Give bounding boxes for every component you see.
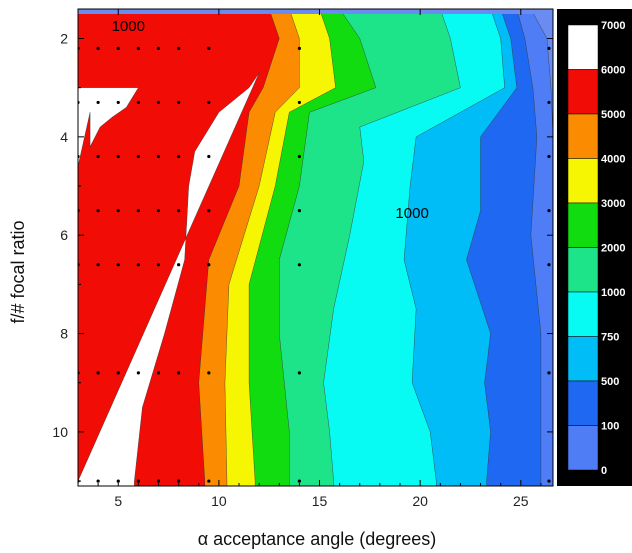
legend-label: 6000 bbox=[601, 65, 625, 77]
legend-swatch bbox=[567, 24, 599, 70]
sample-point bbox=[177, 46, 181, 50]
legend-label: 1000 bbox=[601, 287, 625, 299]
sample-point bbox=[547, 209, 551, 213]
sample-point bbox=[156, 209, 161, 213]
sample-point bbox=[207, 371, 211, 375]
sample-point bbox=[207, 46, 211, 50]
plot-frame bbox=[77, 8, 554, 487]
legend-swatch bbox=[567, 202, 599, 248]
sample-point bbox=[116, 371, 120, 375]
sample-point bbox=[96, 209, 100, 213]
legend-label: 3000 bbox=[601, 198, 625, 210]
sample-point bbox=[177, 209, 181, 213]
sample-point bbox=[136, 479, 140, 483]
x-axis: 5 10 15 20 25 bbox=[77, 9, 542, 509]
legend-swatch bbox=[567, 158, 599, 204]
sample-point bbox=[96, 46, 100, 50]
y-axis-title: f/# focal ratio bbox=[8, 220, 28, 323]
sample-point bbox=[207, 100, 211, 105]
sample-point bbox=[297, 154, 301, 159]
contour-band-top-strip bbox=[78, 9, 553, 14]
y-tick-label: 8 bbox=[60, 326, 68, 342]
legend-swatch bbox=[567, 336, 599, 382]
sample-point bbox=[207, 479, 211, 483]
sample-point bbox=[297, 100, 301, 105]
legend-swatch bbox=[567, 247, 599, 293]
sample-point bbox=[547, 46, 551, 50]
x-tick-label: 10 bbox=[211, 493, 227, 509]
sample-point bbox=[297, 263, 301, 267]
sample-point bbox=[156, 100, 161, 105]
sample-point bbox=[177, 479, 181, 483]
y-tick-label: 2 bbox=[60, 31, 68, 47]
x-tick-label: 25 bbox=[513, 493, 529, 509]
sample-point bbox=[136, 209, 140, 213]
sample-point bbox=[136, 46, 140, 50]
sample-point bbox=[136, 100, 140, 105]
sample-point bbox=[177, 154, 181, 159]
x-tick-label: 5 bbox=[114, 493, 122, 509]
plot-area bbox=[78, 9, 553, 486]
sample-point bbox=[96, 100, 100, 105]
sample-point bbox=[116, 100, 120, 105]
contour-label: 1000 bbox=[395, 205, 428, 222]
sample-point bbox=[547, 263, 551, 267]
y-tick-label: 6 bbox=[60, 227, 68, 243]
sample-point bbox=[156, 371, 161, 375]
x-axis-title: α acceptance angle (degrees) bbox=[198, 529, 437, 549]
sample-point bbox=[156, 46, 161, 50]
sample-point bbox=[156, 263, 161, 267]
x-tick-label: 20 bbox=[412, 493, 428, 509]
sample-point bbox=[116, 209, 120, 213]
legend-label: 4000 bbox=[601, 154, 625, 166]
legend-label: 2000 bbox=[601, 243, 625, 255]
sample-point bbox=[136, 154, 140, 159]
legend-swatch bbox=[567, 113, 599, 159]
sample-point bbox=[96, 154, 100, 159]
sample-point bbox=[116, 154, 120, 159]
sample-point bbox=[297, 46, 301, 50]
legend-label: 500 bbox=[601, 376, 619, 388]
sample-point bbox=[116, 263, 120, 267]
sample-point bbox=[547, 154, 551, 159]
contour-labels: 1000 1000 bbox=[112, 18, 429, 222]
legend-label: 7000 bbox=[601, 20, 625, 32]
sample-point bbox=[297, 479, 301, 483]
legend-swatch bbox=[567, 425, 599, 471]
contour-label: 1000 bbox=[112, 18, 145, 35]
y-tick-label: 4 bbox=[60, 129, 68, 145]
sample-point bbox=[207, 263, 211, 267]
sample-point bbox=[156, 479, 161, 483]
contour-band-7000 bbox=[78, 72, 260, 486]
sample-point bbox=[207, 154, 211, 159]
sample-point bbox=[156, 154, 161, 159]
sample-point bbox=[116, 46, 120, 50]
sample-point bbox=[207, 209, 211, 213]
legend-label: 750 bbox=[601, 332, 619, 344]
sample-point bbox=[96, 479, 100, 483]
sample-point bbox=[177, 100, 181, 105]
sample-point bbox=[177, 263, 181, 267]
legend-swatch bbox=[567, 380, 599, 426]
legend-label: 0 bbox=[601, 465, 607, 477]
sample-point bbox=[96, 263, 100, 267]
y-tick-label: 10 bbox=[52, 424, 68, 440]
y-axis: 2 4 6 8 10 bbox=[52, 31, 553, 482]
sample-point bbox=[547, 100, 551, 105]
legend-swatch bbox=[567, 291, 599, 337]
legend-label: 5000 bbox=[601, 109, 625, 121]
sample-point bbox=[547, 479, 551, 483]
legend-label: 100 bbox=[601, 421, 619, 433]
sample-point bbox=[136, 263, 140, 267]
legend-swatch bbox=[567, 69, 599, 115]
sample-point bbox=[177, 371, 181, 375]
sample-point bbox=[96, 371, 100, 375]
sample-point bbox=[297, 371, 301, 375]
sample-point bbox=[547, 371, 551, 375]
sample-point bbox=[297, 209, 301, 213]
sample-point bbox=[136, 371, 140, 375]
x-tick-label: 15 bbox=[312, 493, 328, 509]
